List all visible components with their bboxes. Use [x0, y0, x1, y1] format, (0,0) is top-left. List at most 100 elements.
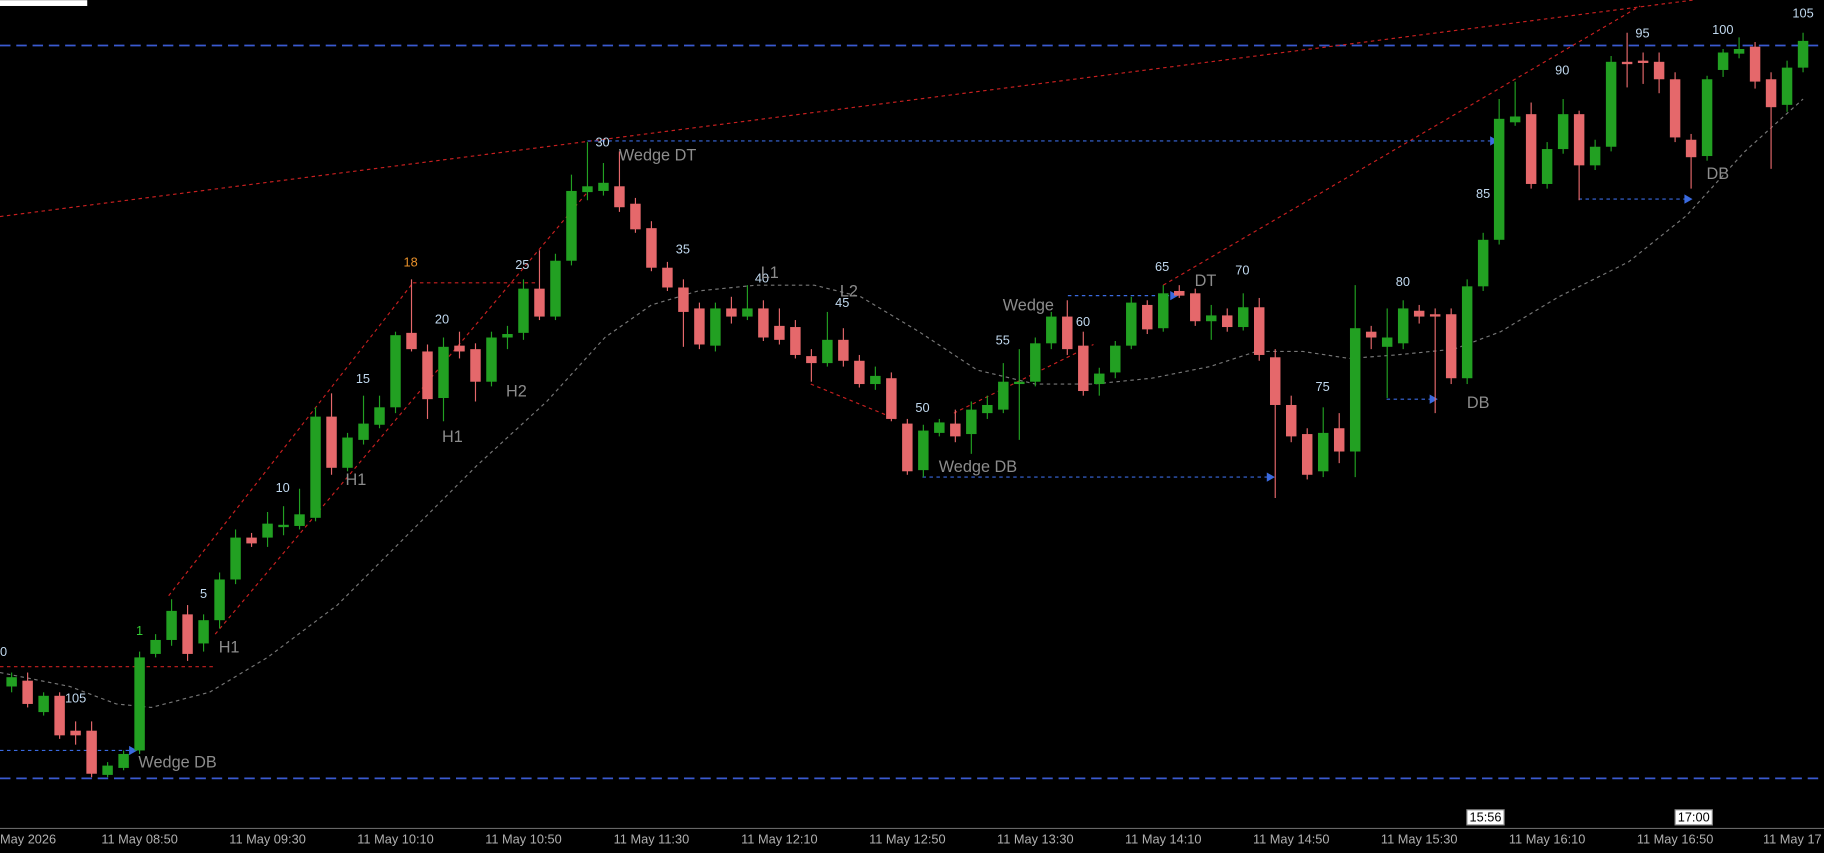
- bar-count: 105: [1792, 5, 1813, 20]
- bar-count: 85: [1476, 186, 1490, 201]
- bar-count: 80: [1396, 274, 1410, 289]
- candle-body: [262, 523, 273, 538]
- candle-body: [902, 423, 913, 472]
- candle-body: [710, 308, 721, 346]
- x-tick-label: 11 May 13:30: [997, 831, 1074, 846]
- bar-count: 55: [996, 332, 1010, 347]
- candle-body: [1078, 345, 1089, 392]
- candle-body: [1797, 40, 1809, 68]
- candle-body: [198, 620, 209, 644]
- candle-body: [1381, 337, 1393, 347]
- candle-body: [1254, 307, 1265, 355]
- candle-body: [1557, 114, 1569, 150]
- candle-body: [310, 416, 321, 518]
- candle-body: [406, 332, 417, 350]
- candle-body: [150, 639, 161, 654]
- candle-body: [1653, 61, 1665, 80]
- time-marker: 15:56: [1469, 809, 1501, 824]
- bar-count: 0: [0, 644, 7, 659]
- x-tick-label: 11 May 14:10: [1125, 831, 1202, 846]
- bar-count: 18: [404, 254, 418, 269]
- bar-count: 65: [1155, 259, 1169, 274]
- candle-body: [598, 182, 609, 191]
- candle-body: [614, 186, 625, 208]
- candle-body: [166, 610, 177, 640]
- candle-body: [38, 695, 49, 713]
- pattern-label: DB: [1707, 165, 1730, 183]
- candle-body: [1701, 79, 1713, 157]
- pattern-label: DB: [1467, 394, 1490, 412]
- candle-body: [70, 730, 81, 736]
- candle-body: [1365, 331, 1377, 338]
- time-marker-box: [1674, 809, 1713, 826]
- candle-body: [1765, 79, 1777, 108]
- candle-body: [950, 423, 961, 437]
- candle-body: [1190, 293, 1201, 322]
- bar-count: 30: [595, 135, 609, 150]
- candle-body: [118, 753, 129, 768]
- x-tick-label: 11 May 15:30: [1381, 831, 1458, 846]
- bar-count: 70: [1235, 263, 1249, 278]
- candle-body: [1749, 46, 1761, 82]
- pattern-label: H1: [345, 471, 366, 489]
- overlays: [0, 0, 1824, 780]
- bar-count: 15: [356, 371, 370, 386]
- candle-body: [134, 657, 145, 751]
- candle-body: [1397, 308, 1409, 344]
- arrow-heads: [129, 136, 1693, 756]
- x-tick-label: 11 May 16:50: [1637, 831, 1714, 846]
- candle-body: [1541, 149, 1553, 184]
- candle-body: [470, 349, 481, 382]
- candle-body: [214, 579, 225, 621]
- x-tick-label: 11 May 12:10: [741, 831, 818, 846]
- x-tick-label: 11 May 08:50: [101, 831, 178, 846]
- candle-body: [774, 325, 785, 340]
- candle-body: [1174, 290, 1185, 296]
- candle-body: [1685, 139, 1697, 158]
- candle-body: [246, 537, 257, 544]
- pattern-label: L2: [840, 282, 858, 300]
- candle-body: [1110, 345, 1121, 373]
- x-tick-label: 11 May 16:10: [1509, 831, 1586, 846]
- candle-body: [662, 267, 673, 288]
- corner-box: [0, 0, 88, 6]
- arrow-lines: [0, 140, 1686, 752]
- x-tick-label: May 2026: [0, 831, 56, 846]
- candle-body: [1477, 239, 1489, 287]
- candle-body: [550, 260, 561, 317]
- candle-body: [1589, 146, 1601, 166]
- pattern-label: L1: [761, 264, 779, 282]
- bar-count: 20: [435, 311, 449, 326]
- candle-body: [1621, 61, 1633, 65]
- time-marker: 17:00: [1678, 809, 1710, 824]
- bar-count: 10: [276, 480, 290, 495]
- candle-body: [1238, 307, 1249, 328]
- candle-body: [726, 308, 737, 317]
- pattern-label: DT: [1195, 272, 1217, 290]
- candle-body: [1301, 434, 1313, 475]
- candle-body: [838, 339, 849, 361]
- candle-body: [646, 228, 657, 268]
- candle-body: [1781, 67, 1793, 105]
- trend-lines: [0, 0, 1693, 668]
- candle-body: [102, 765, 113, 775]
- candle-body: [1317, 432, 1329, 472]
- candle-body: [1333, 428, 1345, 452]
- x-tick-label: 11 May 14:50: [1253, 831, 1330, 846]
- pattern-label: H1: [219, 638, 240, 656]
- candle-body: [6, 677, 17, 687]
- bar-count: 75: [1316, 379, 1330, 394]
- candle-body: [1126, 302, 1137, 346]
- candle-body: [678, 287, 689, 312]
- candle-body: [566, 190, 577, 261]
- bar-count: 50: [915, 400, 929, 415]
- candle-body: [1509, 116, 1521, 123]
- candle-body: [1669, 79, 1681, 138]
- candle-body: [1429, 314, 1441, 317]
- pattern-label: H2: [506, 382, 527, 400]
- candle-body: [182, 614, 193, 654]
- candle-body: [1733, 49, 1745, 54]
- candle-body: [486, 337, 497, 382]
